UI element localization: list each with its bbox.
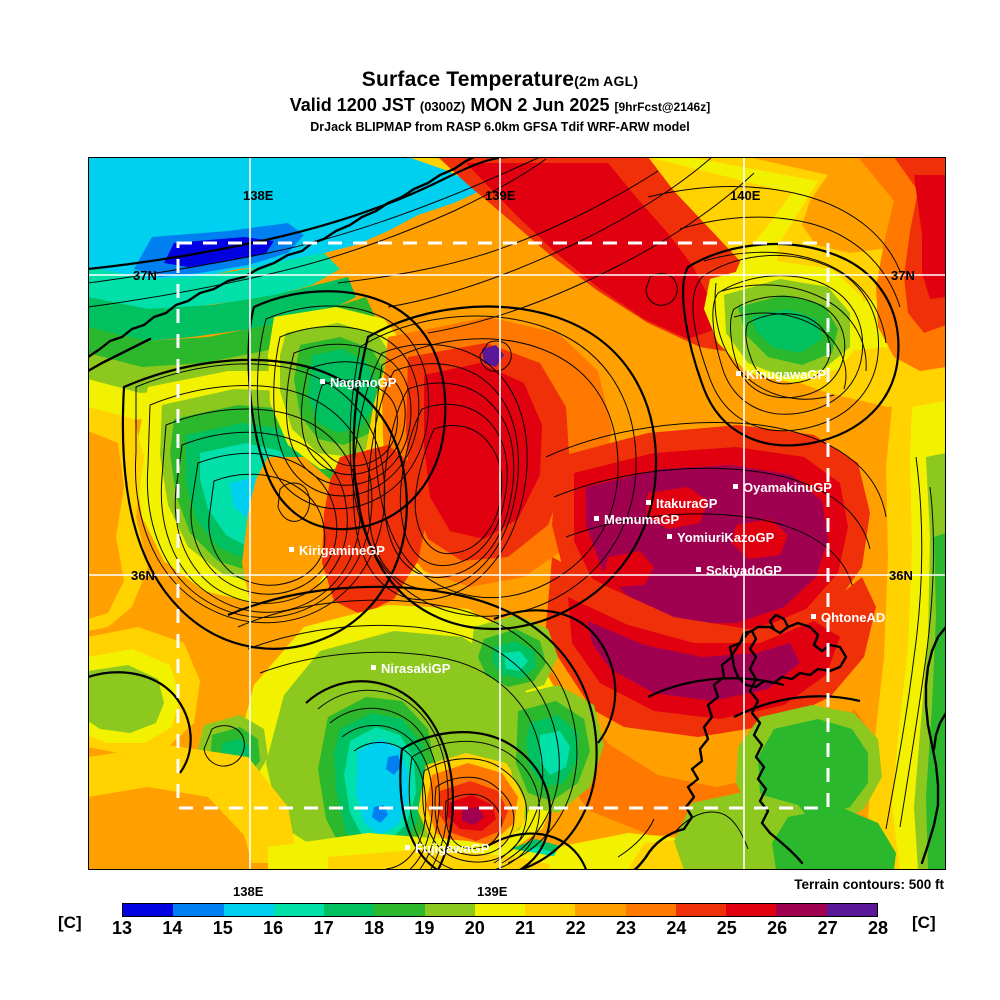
station-marker-sckiyadogp[interactable]: SckiyadoGP (696, 562, 782, 578)
colorbar-tick-18: 18 (363, 918, 385, 938)
colorbar-segment-0 (123, 904, 174, 916)
station-label: MemumaGP (604, 512, 680, 528)
station-dot-icon (646, 500, 651, 506)
lat-label-right-36n: 36N (889, 568, 913, 583)
colorbar-segment-11 (675, 904, 727, 916)
valid-time-line: Valid 1200 JST (0300Z) MON 2 Jun 2025 [9… (0, 94, 1000, 118)
colorbar-tick-28: 28 (867, 918, 889, 938)
lat-label-left-37n: 37N (133, 268, 157, 283)
lon-label-top-140e: 140E (730, 188, 761, 203)
colorbar-segment-12 (726, 904, 777, 916)
station-label: KinugawaGP (746, 367, 827, 383)
station-dot-icon (811, 614, 816, 620)
station-marker-itakuragp[interactable]: ItakuraGP (646, 495, 717, 511)
station-marker-memumagp[interactable]: MemumaGP (594, 511, 679, 527)
colorbar-segment-7 (474, 904, 526, 916)
colorbar-tick-21: 21 (515, 918, 536, 938)
colorbar-segment-4 (324, 904, 375, 916)
station-label: SckiyadoGP (706, 563, 782, 579)
page-title: Surface Temperature(2m AGL) (0, 68, 1000, 93)
valid-date: MON 2 Jun 2025 (470, 95, 610, 115)
colorbar-segment-10 (625, 904, 676, 916)
station-label: FujigawaGP (415, 841, 490, 857)
model-source-line: DrJack BLIPMAP from RASP 6.0km GFSA Tdif… (310, 120, 690, 134)
station-label: OhtoneAD (821, 610, 886, 626)
terrain-contour-note: Terrain contours: 500 ft (794, 877, 944, 892)
title-main-text: Surface Temperature (361, 68, 575, 91)
station-marker-nirasakigp[interactable]: NirasakiGP (371, 660, 450, 676)
station-dot-icon (289, 547, 294, 553)
station-dot-icon (320, 379, 325, 385)
station-dot-icon (371, 665, 376, 671)
valid-prefix: Valid 1200 JST (289, 95, 415, 115)
colorbar-unit-right: [C] (912, 913, 936, 932)
colorbar-gradient (122, 903, 878, 917)
valid-utc: (0300Z) (419, 99, 466, 114)
station-label: YomiuriKazoGP (677, 530, 775, 546)
lon-label-top-139e: 139E (485, 188, 516, 203)
colorbar-tick-25: 25 (716, 918, 737, 938)
station-dot-icon (696, 567, 701, 573)
temperature-map[interactable] (88, 157, 946, 870)
colorbar-segment-6 (424, 904, 475, 916)
colorbar-tick-17: 17 (313, 918, 334, 938)
colorbar-segment-5 (374, 904, 425, 916)
colorbar-segment-3 (273, 904, 325, 916)
lon-label-bottom-138e: 138E (233, 884, 264, 899)
title-superscript: (2m AGL) (574, 73, 639, 89)
colorbar-segment-8 (525, 904, 576, 916)
colorbar-tick-20: 20 (464, 918, 485, 938)
station-label: NaganoGP (330, 375, 397, 391)
station-marker-fujigawagp[interactable]: FujigawaGP (405, 840, 489, 856)
colorbar-tick-23: 23 (615, 918, 637, 938)
station-dot-icon (405, 845, 410, 851)
colorbar-tick-19: 19 (414, 918, 435, 938)
lat-label-right-37n: 37N (891, 268, 915, 283)
station-label: NirasakiGP (381, 661, 451, 677)
station-label: KirigamineGP (299, 543, 385, 559)
forecast-tag: [9hrFcst@2146z] (614, 100, 711, 114)
colorbar-tick-15: 15 (212, 918, 233, 938)
colorbar-tick-26: 26 (767, 918, 788, 938)
colorbar-unit-left: [C] (58, 913, 82, 932)
station-marker-kirigaminegp[interactable]: KirigamineGP (289, 542, 385, 558)
colorbar-tick-27: 27 (817, 918, 838, 938)
colorbar-tick-24: 24 (666, 918, 687, 938)
lat-label-left-36n: 36N (131, 568, 155, 583)
temperature-field-svg (88, 157, 946, 870)
station-marker-ohtonead[interactable]: OhtoneAD (811, 609, 885, 625)
station-label: OyamakinuGP (743, 480, 832, 496)
station-marker-oyamakinugp[interactable]: OyamakinuGP (733, 479, 832, 495)
colorbar: [C] [C] (0, 900, 1000, 950)
colorbar-segment-2 (223, 904, 274, 916)
station-marker-yomiurikazogp[interactable]: YomiuriKazoGP (667, 529, 774, 545)
station-dot-icon (736, 371, 741, 377)
colorbar-tick-14: 14 (162, 918, 183, 938)
colorbar-tick-labels: 13 14 15 16 17 18 19 20 21 22 23 24 25 26 27 28 (0, 918, 1000, 942)
station-marker-naganogp[interactable]: NaganoGP (320, 374, 396, 390)
colorbar-tick-22: 22 (565, 918, 586, 938)
colorbar-tick-13: 13 (111, 918, 133, 938)
station-dot-icon (594, 516, 599, 522)
station-dot-icon (667, 534, 672, 540)
station-marker-kinugawagp[interactable]: KinugawaGP (736, 366, 826, 382)
station-dot-icon (733, 484, 738, 490)
colorbar-segment-9 (575, 904, 626, 916)
title-block: Surface Temperature(2m AGL) Valid 1200 J… (0, 68, 1000, 135)
colorbar-segment-1 (173, 904, 224, 916)
colorbar-segment-13 (776, 904, 827, 916)
lon-label-bottom-139e: 139E (477, 884, 508, 899)
colorbar-tick-16: 16 (263, 918, 284, 938)
lon-label-top-138e: 138E (243, 188, 274, 203)
colorbar-segment-14 (826, 904, 877, 916)
station-label: ItakuraGP (656, 496, 718, 512)
